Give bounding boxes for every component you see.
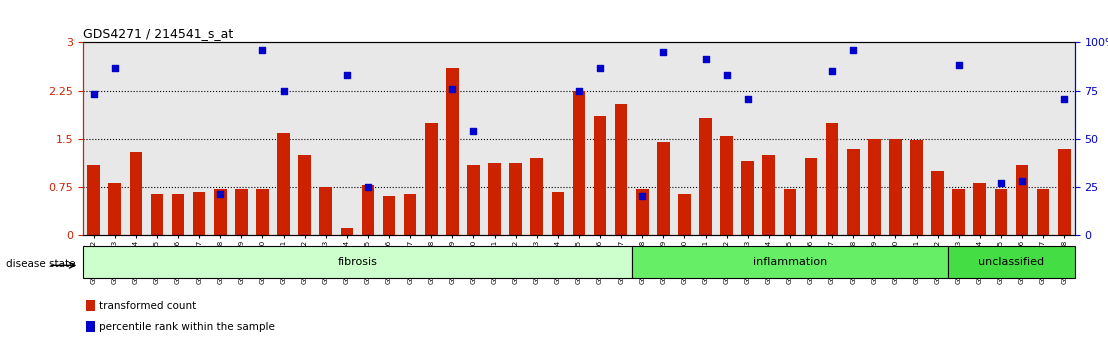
Bar bbox=[720, 136, 733, 235]
Bar bbox=[130, 152, 142, 235]
Bar bbox=[615, 104, 627, 235]
Bar bbox=[594, 116, 606, 235]
Bar bbox=[489, 164, 501, 235]
Bar bbox=[762, 155, 776, 235]
Bar bbox=[741, 161, 755, 235]
Bar bbox=[88, 165, 100, 235]
Text: fibrosis: fibrosis bbox=[338, 257, 378, 267]
Bar bbox=[847, 149, 860, 235]
Bar bbox=[109, 183, 121, 235]
Bar bbox=[932, 171, 944, 235]
Bar bbox=[657, 142, 669, 235]
Bar bbox=[1016, 165, 1028, 235]
Bar bbox=[403, 194, 417, 235]
Bar bbox=[783, 189, 797, 235]
Text: inflammation: inflammation bbox=[752, 257, 827, 267]
Point bbox=[443, 86, 461, 92]
Point bbox=[464, 129, 482, 134]
Point bbox=[992, 180, 1009, 185]
Point bbox=[634, 193, 652, 198]
Bar bbox=[995, 189, 1007, 235]
Bar bbox=[632, 246, 948, 278]
Bar bbox=[298, 155, 311, 235]
Bar bbox=[256, 189, 269, 235]
Text: disease state: disease state bbox=[6, 259, 75, 269]
Bar bbox=[531, 158, 543, 235]
Bar bbox=[804, 158, 818, 235]
Point bbox=[85, 91, 103, 97]
Bar bbox=[85, 300, 94, 311]
Bar bbox=[825, 123, 839, 235]
Bar bbox=[948, 246, 1075, 278]
Point bbox=[592, 65, 609, 71]
Bar bbox=[468, 165, 480, 235]
Bar bbox=[235, 189, 248, 235]
Point bbox=[655, 49, 673, 55]
Point bbox=[359, 184, 377, 190]
Bar bbox=[953, 189, 965, 235]
Point bbox=[718, 72, 736, 78]
Bar bbox=[83, 246, 632, 278]
Point bbox=[254, 47, 271, 53]
Bar bbox=[1037, 189, 1049, 235]
Bar bbox=[151, 194, 163, 235]
Text: unclassified: unclassified bbox=[978, 257, 1045, 267]
Bar bbox=[868, 139, 881, 235]
Point bbox=[697, 56, 715, 61]
Bar bbox=[340, 228, 353, 235]
Bar bbox=[510, 164, 522, 235]
Point bbox=[106, 65, 124, 71]
Bar bbox=[277, 132, 290, 235]
Text: percentile rank within the sample: percentile rank within the sample bbox=[99, 321, 275, 332]
Point bbox=[275, 88, 293, 93]
Bar bbox=[214, 189, 226, 235]
Bar bbox=[1058, 149, 1070, 235]
Bar bbox=[699, 118, 711, 235]
Bar bbox=[319, 187, 332, 235]
Bar bbox=[573, 91, 585, 235]
Bar bbox=[382, 195, 396, 235]
Point bbox=[570, 88, 587, 93]
Bar bbox=[193, 192, 205, 235]
Text: transformed count: transformed count bbox=[99, 301, 196, 311]
Point bbox=[844, 47, 862, 53]
Bar bbox=[974, 183, 986, 235]
Bar bbox=[447, 68, 459, 235]
Point bbox=[338, 72, 356, 78]
Point bbox=[1055, 96, 1073, 102]
Bar bbox=[636, 189, 648, 235]
Bar bbox=[361, 185, 375, 235]
Point bbox=[212, 191, 229, 196]
Point bbox=[823, 69, 841, 74]
Bar bbox=[910, 140, 923, 235]
Bar bbox=[85, 321, 94, 332]
Bar bbox=[424, 123, 438, 235]
Bar bbox=[172, 194, 184, 235]
Bar bbox=[552, 192, 564, 235]
Bar bbox=[678, 194, 690, 235]
Point bbox=[739, 96, 757, 102]
Text: GDS4271 / 214541_s_at: GDS4271 / 214541_s_at bbox=[83, 27, 234, 40]
Bar bbox=[889, 139, 902, 235]
Point bbox=[1013, 178, 1030, 184]
Point bbox=[950, 62, 967, 68]
